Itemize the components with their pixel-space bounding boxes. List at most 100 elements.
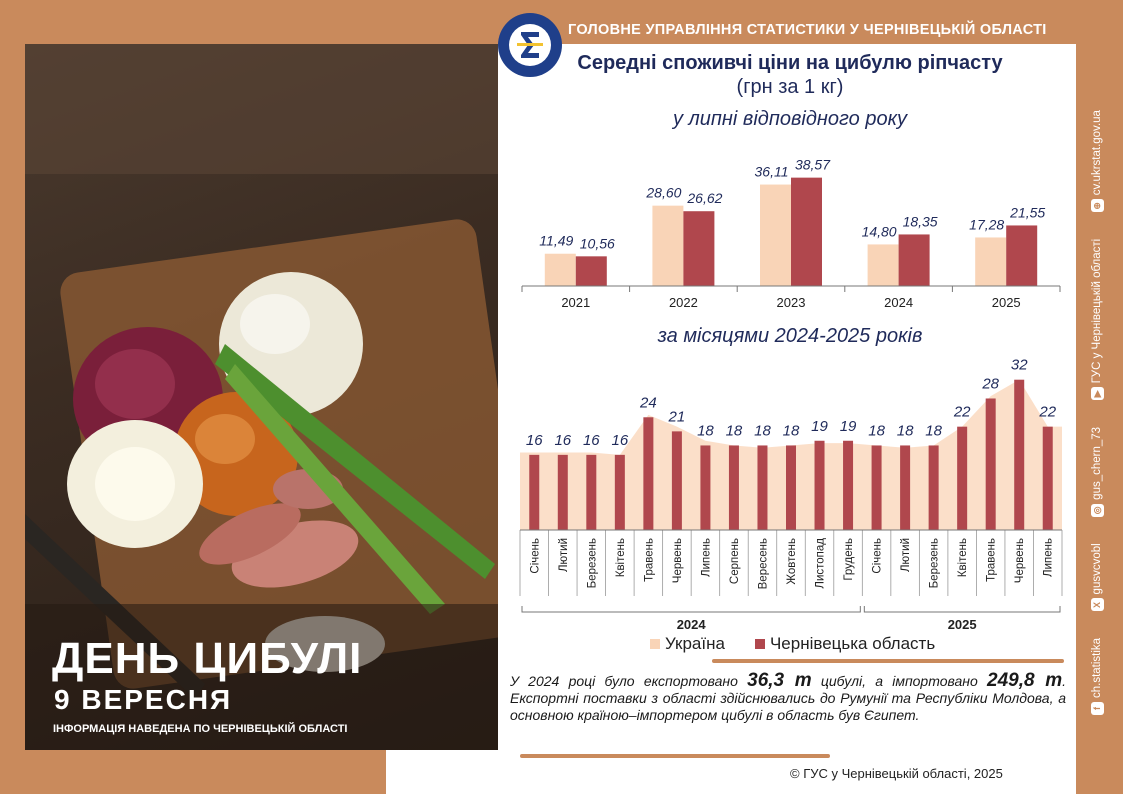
tick-label-july: 2025 (992, 295, 1021, 310)
tick-label-monthly: Лютий (900, 538, 912, 572)
tick-label-monthly: Листопад (815, 538, 827, 589)
tick-label-monthly: Березень (929, 538, 941, 588)
social-handle: cv.ukrstat.gov.ua (1091, 110, 1103, 196)
info-panel (498, 44, 1076, 750)
bar-monthly-region (1014, 379, 1025, 530)
tick-label-monthly: Червень (1014, 538, 1026, 583)
bar-july-ukraine (975, 237, 1007, 286)
poster-date: 9 ВЕРЕСНЯ (54, 684, 233, 715)
section-title-july: у липні відповідного року (672, 108, 908, 130)
tick-label-monthly: Липень (1043, 538, 1055, 577)
data-label-monthly: 18 (783, 422, 800, 439)
social-item-facebook[interactable]: f ch.statistika (1090, 637, 1104, 715)
bar-july-ukraine (867, 244, 899, 286)
legend-item-ukraine: Україна (650, 634, 725, 654)
data-label-july: 14,80 (862, 223, 897, 239)
data-label-monthly: 16 (583, 432, 600, 449)
data-label-july: 36,11 (755, 164, 789, 180)
data-label-july: 26,62 (686, 190, 722, 206)
tick-label-monthly: Лютий (558, 538, 570, 572)
social-handle: ch.statistika (1091, 637, 1103, 698)
year-label: 2024 (677, 617, 707, 632)
bar-july-ukraine (544, 253, 576, 286)
data-label-july: 17,28 (969, 216, 1004, 232)
bar-monthly-region (928, 445, 939, 530)
data-label-july: 28,60 (645, 185, 681, 201)
legend-label-ukraine: Україна (665, 634, 725, 653)
data-label-july: 38,57 (795, 157, 831, 173)
tick-label-monthly: Січень (872, 538, 884, 574)
data-label-monthly: 18 (726, 422, 743, 439)
data-label-monthly: 19 (811, 418, 828, 435)
youtube-icon: ▶ (1090, 387, 1104, 401)
bar-monthly-region (728, 445, 739, 530)
import-value: 249,8 т (987, 670, 1063, 691)
data-label-monthly: 22 (1038, 404, 1056, 421)
tick-label-monthly: Червень (672, 538, 684, 583)
bar-monthly-region (529, 454, 540, 530)
bar-monthly-region (900, 445, 911, 530)
chart-monthly: 16 Січень 16 Лютий 16 Березень 16 Квітень 24 Трав… (519, 357, 1063, 632)
bar-july-ukraine (652, 205, 684, 286)
onion-illustration (25, 44, 498, 750)
tick-label-july: 2024 (884, 295, 913, 310)
bar-monthly-region (843, 440, 854, 530)
chart-unit: (грн за 1 кг) (736, 76, 844, 98)
note-text-2: цибулі, а імпортовано (811, 673, 988, 689)
bar-monthly-region (985, 398, 996, 530)
data-label-monthly: 18 (925, 422, 942, 439)
bar-monthly-region (957, 426, 968, 530)
data-label-monthly: 19 (840, 418, 857, 435)
tick-label-july: 2023 (777, 295, 806, 310)
year-label: 2025 (948, 617, 977, 632)
tick-label-monthly: Серпень (729, 538, 741, 584)
social-handle: gus_chern_73 (1091, 426, 1103, 500)
copyright: © ГУС у Чернівецькій області, 2025 (790, 766, 1003, 781)
tick-label-monthly: Травень (643, 538, 655, 582)
data-label-july: 11,49 (539, 233, 573, 249)
bar-july-region (1006, 225, 1038, 286)
data-label-monthly: 18 (754, 422, 771, 439)
tick-label-monthly: Травень (986, 538, 998, 582)
tick-label-monthly: Квітень (957, 538, 969, 577)
note-text-1: У 2024 році було експортовано (510, 673, 748, 689)
social-item-globe[interactable]: ⊕ cv.ukrstat.gov.ua (1090, 110, 1104, 213)
bar-monthly-region (700, 445, 711, 530)
x-icon: X (1090, 598, 1104, 612)
data-label-july: 18,35 (903, 213, 938, 229)
bar-july-ukraine (760, 184, 791, 286)
data-label-monthly: 21 (668, 408, 686, 425)
bar-july-region (898, 234, 930, 286)
bar-monthly-region (786, 445, 796, 530)
data-label-monthly: 18 (897, 422, 914, 439)
data-label-monthly: 18 (868, 422, 885, 439)
bar-july-region (683, 211, 715, 286)
tick-label-monthly: Вересень (757, 538, 769, 589)
onion-photo: ДЕНЬ ЦИБУЛІ 9 ВЕРЕСНЯ ІНФОРМАЦІЯ НАВЕДЕН… (25, 44, 498, 750)
data-label-monthly: 16 (526, 432, 543, 449)
tick-label-monthly: Січень (529, 538, 541, 574)
bar-monthly-region (586, 454, 597, 530)
bar-monthly-region (614, 454, 625, 530)
org-title: ГОЛОВНЕ УПРАВЛІННЯ СТАТИСТИКИ У ЧЕРНІВЕЦ… (568, 22, 1047, 38)
data-label-monthly: 18 (697, 422, 714, 439)
legend-item-region: Чернівецька область (754, 634, 936, 654)
social-handle: ГУС у Чернівецькій області (1091, 238, 1103, 384)
bar-monthly-region (1042, 426, 1053, 530)
social-item-instagram[interactable]: ◎ gus_chern_73 (1090, 426, 1104, 517)
export-value: 36,3 т (747, 670, 812, 691)
data-label-monthly: 16 (611, 432, 628, 449)
legend-label-region: Чернівецька область (769, 634, 936, 653)
section-title-monthly: за місяцями 2024-2025 років (657, 325, 923, 347)
poster-title: ДЕНЬ ЦИБУЛІ (52, 634, 363, 683)
tick-label-monthly: Березень (586, 538, 598, 588)
data-label-july: 21,55 (1009, 204, 1045, 220)
social-item-youtube[interactable]: ▶ ГУС у Чернівецькій області (1090, 238, 1104, 401)
bar-july-region (575, 256, 607, 286)
divider-bottom (520, 754, 830, 758)
chart-main-title: Середні споживчі ціни на цибулю ріпчасту (577, 52, 1003, 74)
data-label-monthly: 22 (953, 404, 971, 421)
bar-monthly-region (643, 417, 654, 530)
